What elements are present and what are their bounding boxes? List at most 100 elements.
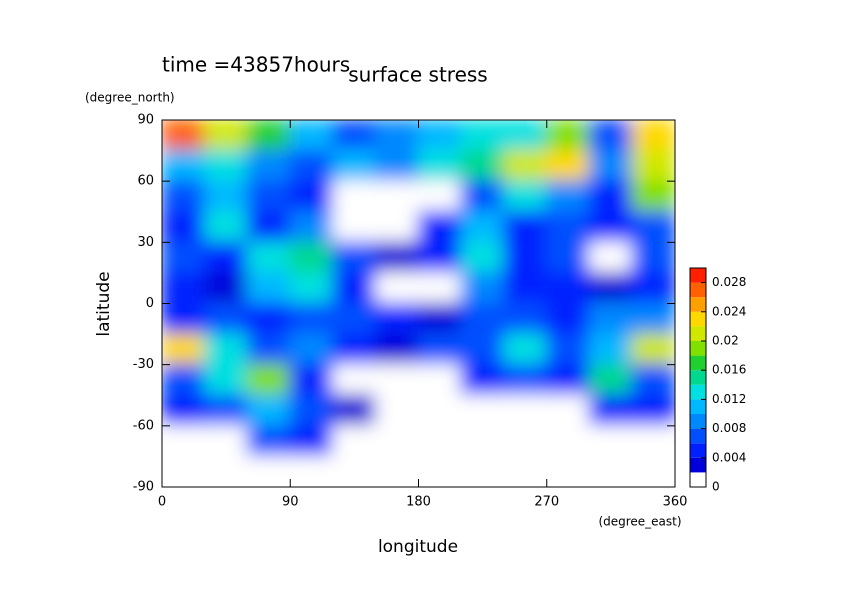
cell [162,333,206,366]
cell [417,394,463,427]
cell [631,241,675,274]
field [162,120,675,487]
cell [460,333,505,366]
colorbar-band [690,472,706,487]
cell [417,241,463,274]
chart-title: surface stress [348,63,487,87]
cell [631,149,675,183]
cell [162,180,206,213]
colorbar-tick-label: 0.016 [712,363,746,377]
cell [417,455,463,487]
cell [417,149,463,183]
cell [332,333,377,366]
cell [203,241,249,274]
cell [332,149,377,183]
cell [545,271,591,305]
colorbar-band [690,326,706,341]
cell [289,210,334,244]
cell [246,120,292,152]
colorbar-tick-label: 0.02 [712,334,739,348]
colorbar-tick-label: 0.028 [712,275,746,289]
cell [588,394,634,427]
cell [460,180,505,213]
x-tick-label: 360 [663,495,688,510]
cell [545,149,591,183]
cell [374,210,420,244]
cell [203,120,249,152]
cell [162,120,206,152]
cell [588,210,634,244]
cell [545,120,591,152]
colorbar-tick-label: 0 [712,480,720,494]
cell [460,363,505,397]
cell [246,149,292,183]
cell [417,302,463,336]
cell [332,394,377,427]
x-tick-label: 90 [282,495,299,510]
colorbar-tick-label: 0.004 [712,450,746,464]
cell [374,120,420,152]
y-tick-label: 90 [137,113,154,128]
cell [503,271,548,305]
colorbar-band [690,282,706,298]
colorbar-band [690,311,706,327]
cell [631,333,675,366]
cell [289,424,334,458]
cell [246,333,292,366]
cell [460,424,505,458]
cell [162,149,206,183]
colorbar-band [690,370,706,385]
colorbar-band [690,428,706,444]
x-tick-label: 180 [406,495,431,510]
cell [503,241,548,274]
cell [588,241,634,274]
cell [545,394,591,427]
cell [631,363,675,397]
cell [460,241,505,274]
cell [460,149,505,183]
cell [203,363,249,397]
colorbar-band [690,355,706,371]
cell [374,271,420,305]
cells [162,120,675,487]
cell [203,424,249,458]
colorbar-band [690,297,706,312]
cell [631,455,675,487]
cell [246,455,292,487]
cell [545,363,591,397]
cell [374,302,420,336]
cell [545,241,591,274]
cell [417,271,463,305]
colorbar-band [690,384,706,400]
cell [588,363,634,397]
cell [203,149,249,183]
colorbar-tick-label: 0.012 [712,392,746,406]
cell [417,363,463,397]
colorbar-tick-label: 0.008 [712,421,746,435]
cell [503,333,548,366]
x-axis-label: longitude [378,537,458,557]
cell [588,120,634,152]
cell [631,394,675,427]
cell [289,455,334,487]
cell [332,120,377,152]
cell [246,271,292,305]
cell [374,333,420,366]
colorbar-band [690,457,706,473]
cell [289,241,334,274]
cell [545,180,591,213]
y-tick-label: 60 [137,174,154,189]
y-units: (degree_north) [85,91,175,105]
cell [246,210,292,244]
cell [631,180,675,213]
cell [332,363,377,397]
y-tick-label: 0 [146,296,154,311]
cell [588,424,634,458]
cell [289,363,334,397]
cell [289,149,334,183]
cell [545,455,591,487]
cell [246,424,292,458]
cell [246,180,292,213]
cell [503,424,548,458]
colorbar-band [690,268,706,283]
